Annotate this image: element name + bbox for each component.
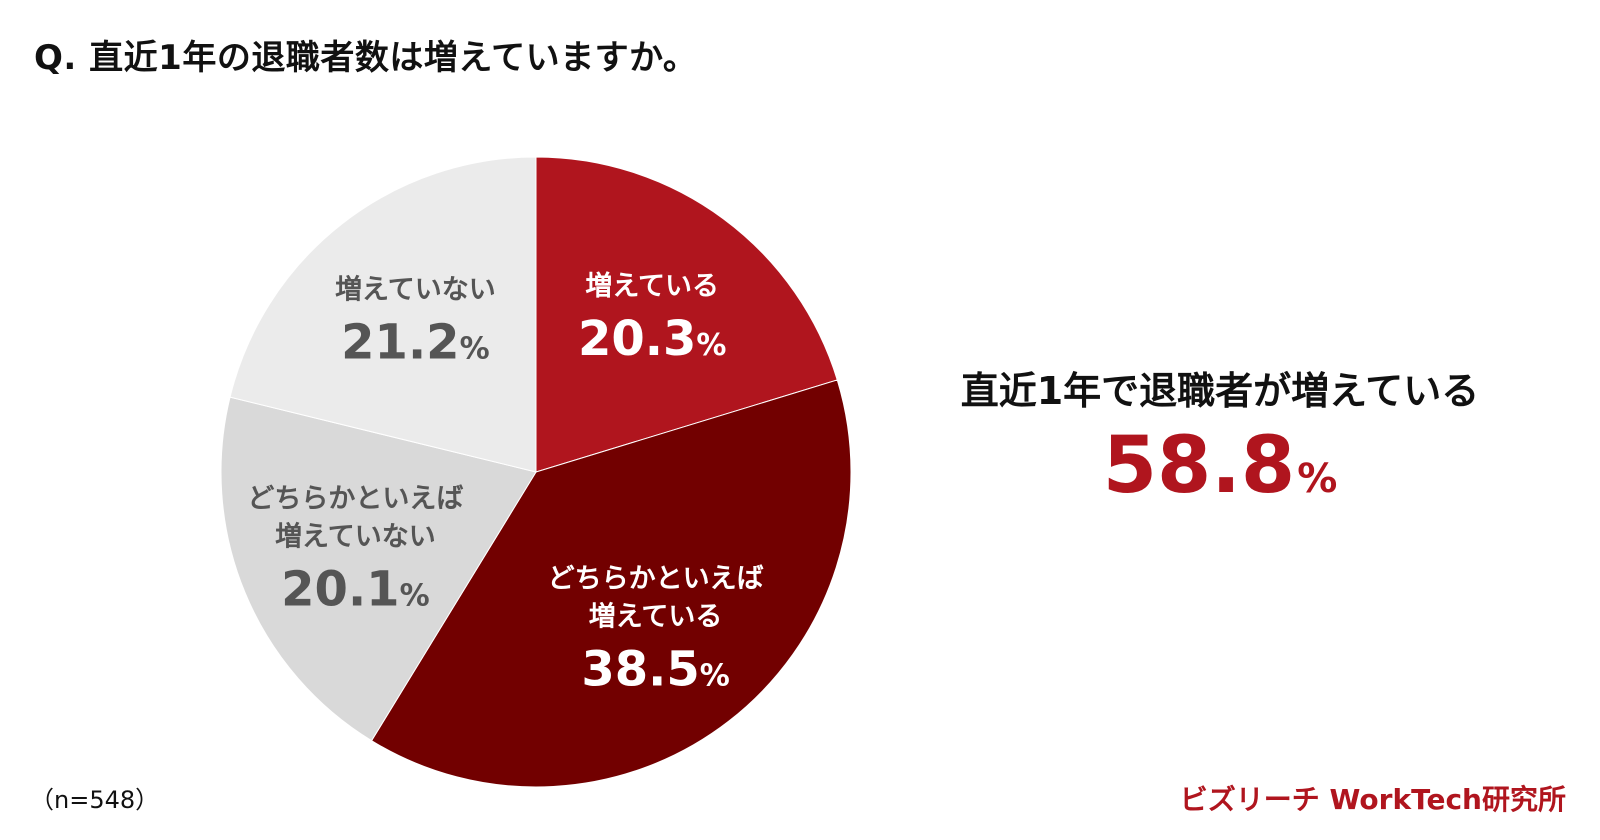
sample-size: （n=548） (30, 786, 160, 814)
pie-slice-1 (535, 156, 838, 473)
pie-label-text: 増えていない (335, 273, 496, 305)
pie-value-label: 38.5% (581, 641, 730, 697)
pie-slice-4 (229, 156, 537, 473)
pie-label-text: 増えている (589, 600, 723, 632)
pie-label-text: どちらかといえば (247, 483, 463, 514)
summary-number: 58.8 (1102, 421, 1296, 511)
summary-callout: 直近1年で退職者が増えている 58.8% (930, 360, 1510, 511)
pie-value-label: 20.3% (578, 311, 727, 367)
pie-label-text: 増えていない (275, 520, 436, 552)
pie-value-label: 20.1% (281, 561, 430, 617)
summary-unit: % (1297, 456, 1338, 502)
chart-title: Q. 直近1年の退職者数は増えていますか。 (34, 38, 698, 78)
pie-label-text: どちらかといえば (548, 563, 764, 594)
brand-logo-text: ビズリーチ WorkTech研究所 (1179, 783, 1566, 816)
summary-text: 直近1年で退職者が増えている (960, 369, 1480, 413)
pie-value-label: 21.2% (341, 314, 490, 370)
pie-label-4: 増えていない 21.2% (335, 273, 496, 370)
pie-slice-3 (220, 396, 537, 742)
pie-label-1: 増えている 20.3% (578, 270, 727, 367)
summary-value: 58.8% (930, 421, 1510, 511)
pie-slice-2 (370, 379, 852, 788)
pie-label-text: 増えている (585, 270, 719, 302)
